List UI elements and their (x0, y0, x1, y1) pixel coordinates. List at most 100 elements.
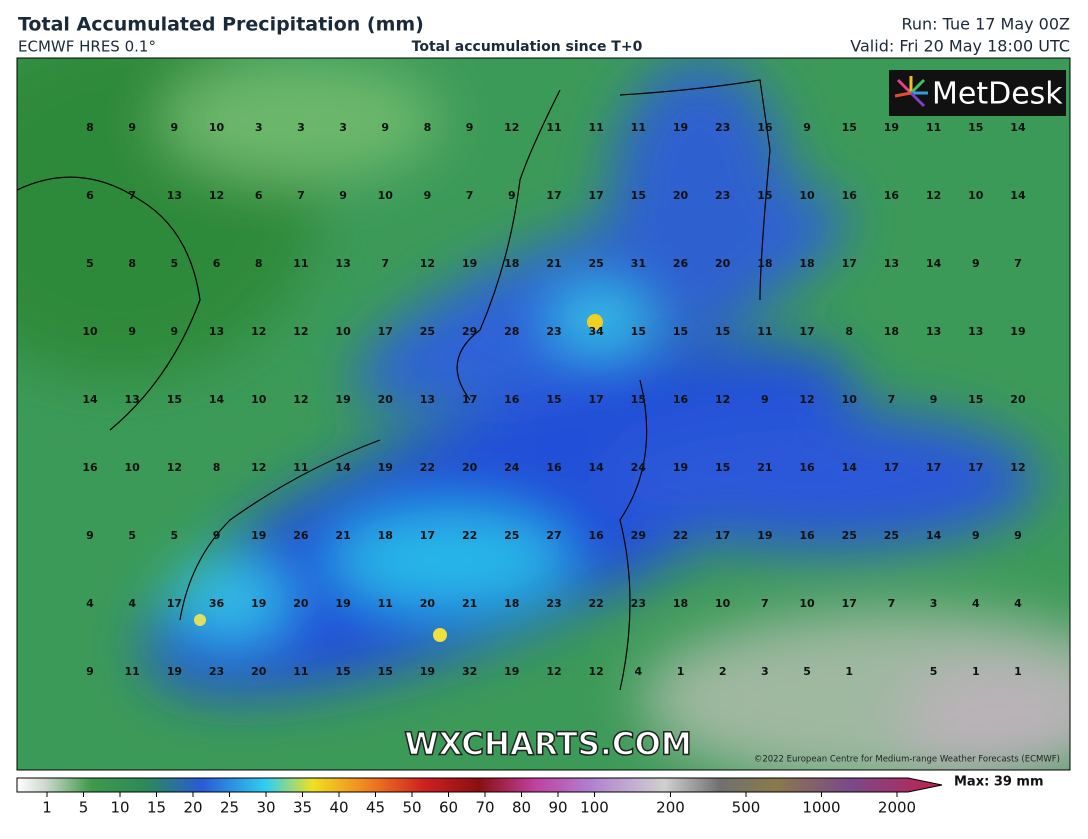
grid-value: 13 (167, 189, 182, 202)
grid-value: 12 (926, 189, 941, 202)
grid-value: 29 (631, 529, 646, 542)
grid-value: 9 (761, 393, 769, 406)
grid-value: 10 (82, 325, 98, 338)
grid-value: 25 (842, 529, 857, 542)
grid-value: 3 (761, 665, 769, 678)
grid-value: 17 (842, 597, 857, 610)
grid-value: 34 (589, 325, 605, 338)
grid-value: 26 (293, 529, 309, 542)
grid-value: 19 (673, 121, 688, 134)
grid-value: 11 (757, 325, 772, 338)
grid-value: 20 (673, 189, 689, 202)
grid-value: 22 (420, 461, 435, 474)
map (17, 58, 1070, 770)
colorbar-label: 500 (732, 799, 761, 817)
grid-value: 14 (926, 529, 942, 542)
grid-value: 16 (799, 461, 815, 474)
value-grid: 8 9 9 10 3 3 3 9 8 9 12 11 11 11 19 23 16 9 15 19 11 15 146 7 13… (82, 121, 1026, 678)
grid-value: 29 (462, 325, 477, 338)
grid-value: 9 (930, 393, 938, 406)
grid-value: 13 (926, 325, 941, 338)
grid-value: 5 (930, 665, 938, 678)
grid-value: 4 (86, 597, 94, 610)
grid-value: 9 (424, 189, 432, 202)
grid-value: 10 (251, 393, 267, 406)
grid-value: 12 (799, 393, 814, 406)
colorbar-label: 60 (439, 799, 458, 817)
grid-value: 25 (420, 325, 435, 338)
colorbar-label: 20 (183, 799, 202, 817)
grid-value: 21 (335, 529, 350, 542)
grid-value: 9 (171, 325, 179, 338)
grid-value: 3 (297, 121, 305, 134)
grid-value: 15 (673, 325, 688, 338)
grid-value: 18 (799, 257, 814, 270)
grid-value: 19 (757, 529, 772, 542)
grid-value: 31 (631, 257, 646, 270)
grid-value: 11 (293, 257, 308, 270)
grid-value: 19 (335, 393, 350, 406)
colorbar-label: 30 (256, 799, 275, 817)
grid-value: 12 (546, 665, 561, 678)
grid-value: 5 (803, 665, 811, 678)
grid-value: 15 (167, 393, 182, 406)
grid-value: 12 (504, 121, 519, 134)
grid-value: 13 (335, 257, 350, 270)
grid-value: 12 (251, 325, 266, 338)
grid-value: 10 (799, 597, 815, 610)
grid-value: 17 (715, 529, 730, 542)
grid-value: 12 (293, 325, 308, 338)
grid-value: 17 (842, 257, 857, 270)
grid-value: 7 (761, 597, 769, 610)
grid-value: 24 (504, 461, 520, 474)
grid-value: 5 (86, 257, 94, 270)
grid-value: 9 (339, 189, 347, 202)
grid-value: 3 (930, 597, 938, 610)
grid-value: 4 (972, 597, 980, 610)
grid-value: 1 (972, 665, 980, 678)
grid-value: 5 (128, 529, 136, 542)
grid-value: 18 (673, 597, 688, 610)
run-time: Run: Tue 17 May 00Z (902, 15, 1071, 34)
grid-value: 16 (504, 393, 520, 406)
grid-value: 12 (251, 461, 266, 474)
grid-value: 4 (635, 665, 643, 678)
grid-value: 14 (82, 393, 98, 406)
grid-value: 7 (381, 257, 389, 270)
colorbar-label: 45 (366, 799, 385, 817)
grid-value: 36 (209, 597, 225, 610)
grid-value: 11 (293, 665, 308, 678)
grid-value: 22 (462, 529, 477, 542)
grid-value: 19 (378, 461, 393, 474)
colorbar-label: 80 (512, 799, 531, 817)
grid-value: 15 (335, 665, 350, 678)
colorbar-label: 50 (402, 799, 421, 817)
grid-value: 14 (335, 461, 351, 474)
grid-value: 16 (799, 529, 815, 542)
grid-value: 22 (673, 529, 688, 542)
grid-value: 17 (968, 461, 983, 474)
grid-value: 13 (209, 325, 224, 338)
grid-value: 20 (715, 257, 731, 270)
grid-value: 32 (462, 665, 477, 678)
grid-value: 3 (339, 121, 347, 134)
grid-value: 11 (378, 597, 393, 610)
grid-value: 9 (972, 257, 980, 270)
grid-value: 1 (845, 665, 853, 678)
grid-value: 9 (508, 189, 516, 202)
grid-value: 10 (968, 189, 984, 202)
grid-value: 6 (86, 189, 94, 202)
grid-value: 13 (420, 393, 435, 406)
grid-value: 19 (1010, 325, 1025, 338)
grid-value: 19 (335, 597, 350, 610)
grid-value: 12 (209, 189, 224, 202)
grid-value: 17 (378, 325, 393, 338)
grid-value: 17 (799, 325, 814, 338)
grid-value: 11 (926, 121, 941, 134)
grid-value: 7 (297, 189, 305, 202)
grid-value: 8 (86, 121, 94, 134)
grid-value: 2 (719, 665, 727, 678)
grid-value: 11 (589, 121, 604, 134)
grid-value: 3 (255, 121, 263, 134)
grid-value: 16 (842, 189, 858, 202)
